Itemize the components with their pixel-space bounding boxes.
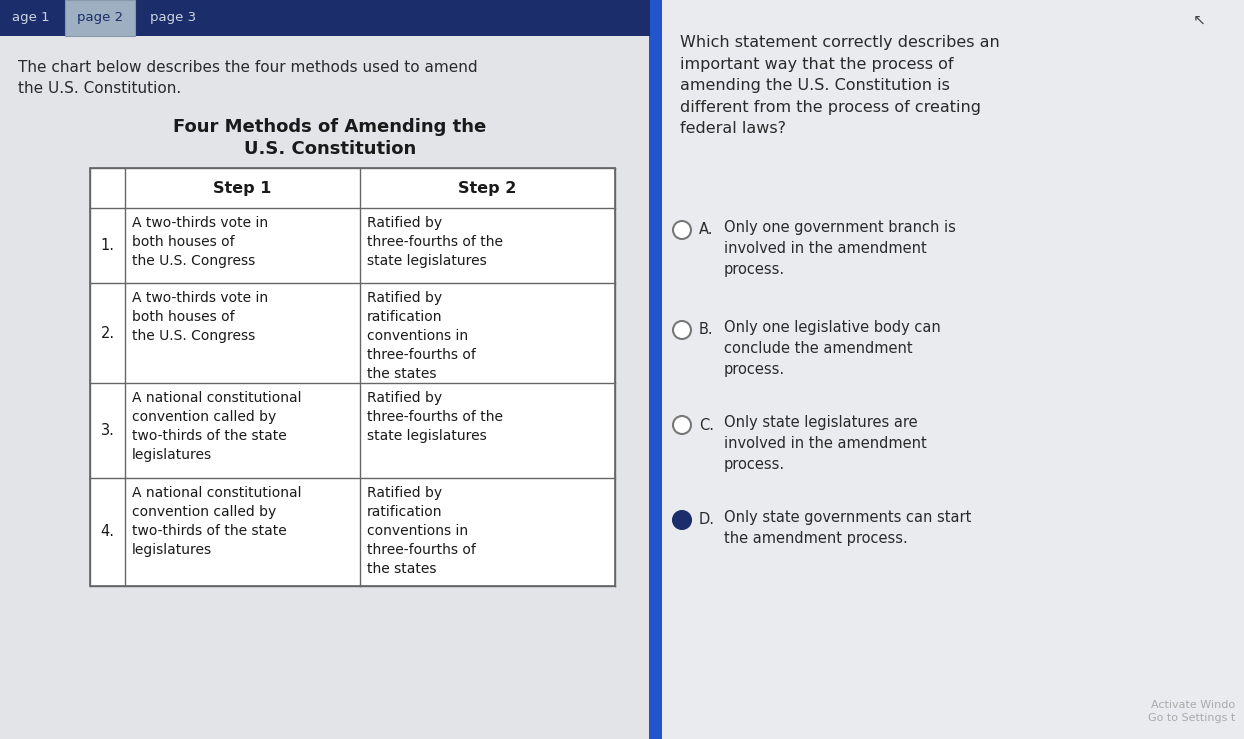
FancyBboxPatch shape	[90, 168, 615, 586]
Text: C.: C.	[699, 418, 714, 432]
Text: 1.: 1.	[101, 238, 114, 253]
Text: Activate Windo
Go to Settings t: Activate Windo Go to Settings t	[1148, 700, 1235, 723]
Text: page 3: page 3	[151, 12, 197, 24]
Text: Only state governments can start
the amendment process.: Only state governments can start the ame…	[724, 510, 972, 546]
Text: Only state legislatures are
involved in the amendment
process.: Only state legislatures are involved in …	[724, 415, 927, 472]
Text: 2.: 2.	[101, 325, 114, 341]
Text: Ratified by
three-fourths of the
state legislatures: Ratified by three-fourths of the state l…	[367, 391, 503, 443]
Text: Four Methods of Amending the: Four Methods of Amending the	[173, 118, 486, 136]
Text: Step 2: Step 2	[458, 180, 516, 196]
Text: A.: A.	[699, 222, 714, 237]
Circle shape	[673, 511, 690, 529]
Text: ↘: ↘	[1188, 10, 1202, 26]
Text: Ratified by
ratification
conventions in
three-fourths of
the states: Ratified by ratification conventions in …	[367, 291, 476, 381]
FancyBboxPatch shape	[65, 0, 136, 36]
FancyBboxPatch shape	[0, 0, 651, 739]
Text: A two-thirds vote in
both houses of
the U.S. Congress: A two-thirds vote in both houses of the …	[132, 216, 269, 268]
Text: Ratified by
three-fourths of the
state legislatures: Ratified by three-fourths of the state l…	[367, 216, 503, 268]
Text: A national constitutional
convention called by
two-thirds of the state
legislatu: A national constitutional convention cal…	[132, 391, 301, 462]
Text: page 2: page 2	[77, 12, 123, 24]
Text: A two-thirds vote in
both houses of
the U.S. Congress: A two-thirds vote in both houses of the …	[132, 291, 269, 343]
Text: Only one legislative body can
conclude the amendment
process.: Only one legislative body can conclude t…	[724, 320, 940, 377]
Text: Ratified by
ratification
conventions in
three-fourths of
the states: Ratified by ratification conventions in …	[367, 486, 476, 576]
Circle shape	[673, 221, 690, 239]
FancyBboxPatch shape	[662, 0, 1244, 739]
Text: Only one government branch is
involved in the amendment
process.: Only one government branch is involved i…	[724, 220, 955, 277]
Text: The chart below describes the four methods used to amend
the U.S. Constitution.: The chart below describes the four metho…	[17, 60, 478, 96]
Text: age 1: age 1	[12, 12, 50, 24]
Text: D.: D.	[699, 513, 715, 528]
Text: A national constitutional
convention called by
two-thirds of the state
legislatu: A national constitutional convention cal…	[132, 486, 301, 557]
Text: 4.: 4.	[101, 525, 114, 539]
FancyBboxPatch shape	[649, 0, 662, 739]
Text: B.: B.	[699, 322, 714, 338]
Circle shape	[673, 416, 690, 434]
FancyBboxPatch shape	[0, 0, 651, 36]
Text: Which statement correctly describes an
important way that the process of
amendin: Which statement correctly describes an i…	[680, 35, 1000, 137]
Text: U.S. Constitution: U.S. Constitution	[244, 140, 417, 158]
Text: Step 1: Step 1	[213, 180, 271, 196]
Text: 3.: 3.	[101, 423, 114, 438]
Circle shape	[673, 321, 690, 339]
